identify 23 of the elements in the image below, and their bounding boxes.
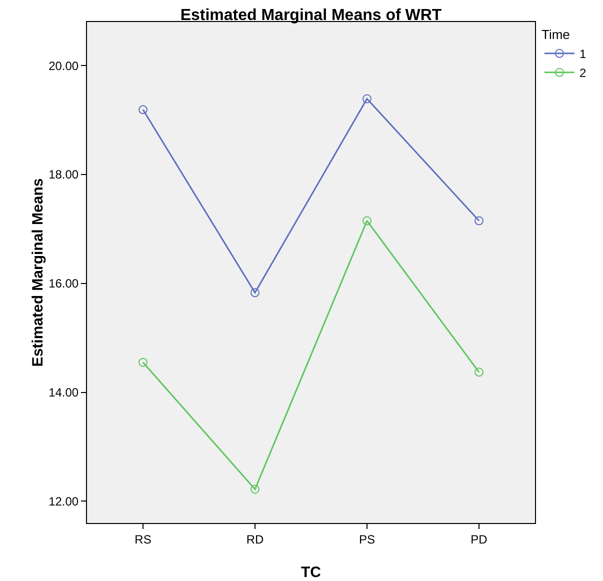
x-axis-title: TC: [301, 564, 322, 581]
y-tick-label: 20.00: [48, 58, 79, 73]
x-tick-label: PS: [358, 532, 376, 546]
point: [474, 216, 484, 226]
point: [138, 105, 148, 114]
legend-title: Time: [541, 26, 570, 42]
chart-title: Estimated Marginal Means of WRT: [180, 6, 442, 24]
y-tick-label: 12.00: [48, 494, 79, 508]
point: [474, 368, 484, 377]
x-tick-label: RS: [134, 532, 152, 546]
x-tick-label: PD: [470, 532, 488, 546]
point: [250, 288, 260, 298]
y-tick-label: 14.00: [48, 386, 79, 400]
y-tick-label: 18.00: [48, 168, 79, 182]
x-tick-label: RD: [246, 532, 264, 546]
point: [362, 216, 372, 226]
y-axis-title: Estimated Marginal Means: [30, 178, 47, 367]
legend-label: 2: [579, 66, 586, 80]
y-tick-label: 16.00: [48, 276, 79, 291]
point: [138, 358, 148, 367]
legend-label: 1: [579, 47, 586, 62]
point: [362, 94, 372, 104]
point: [250, 484, 260, 494]
